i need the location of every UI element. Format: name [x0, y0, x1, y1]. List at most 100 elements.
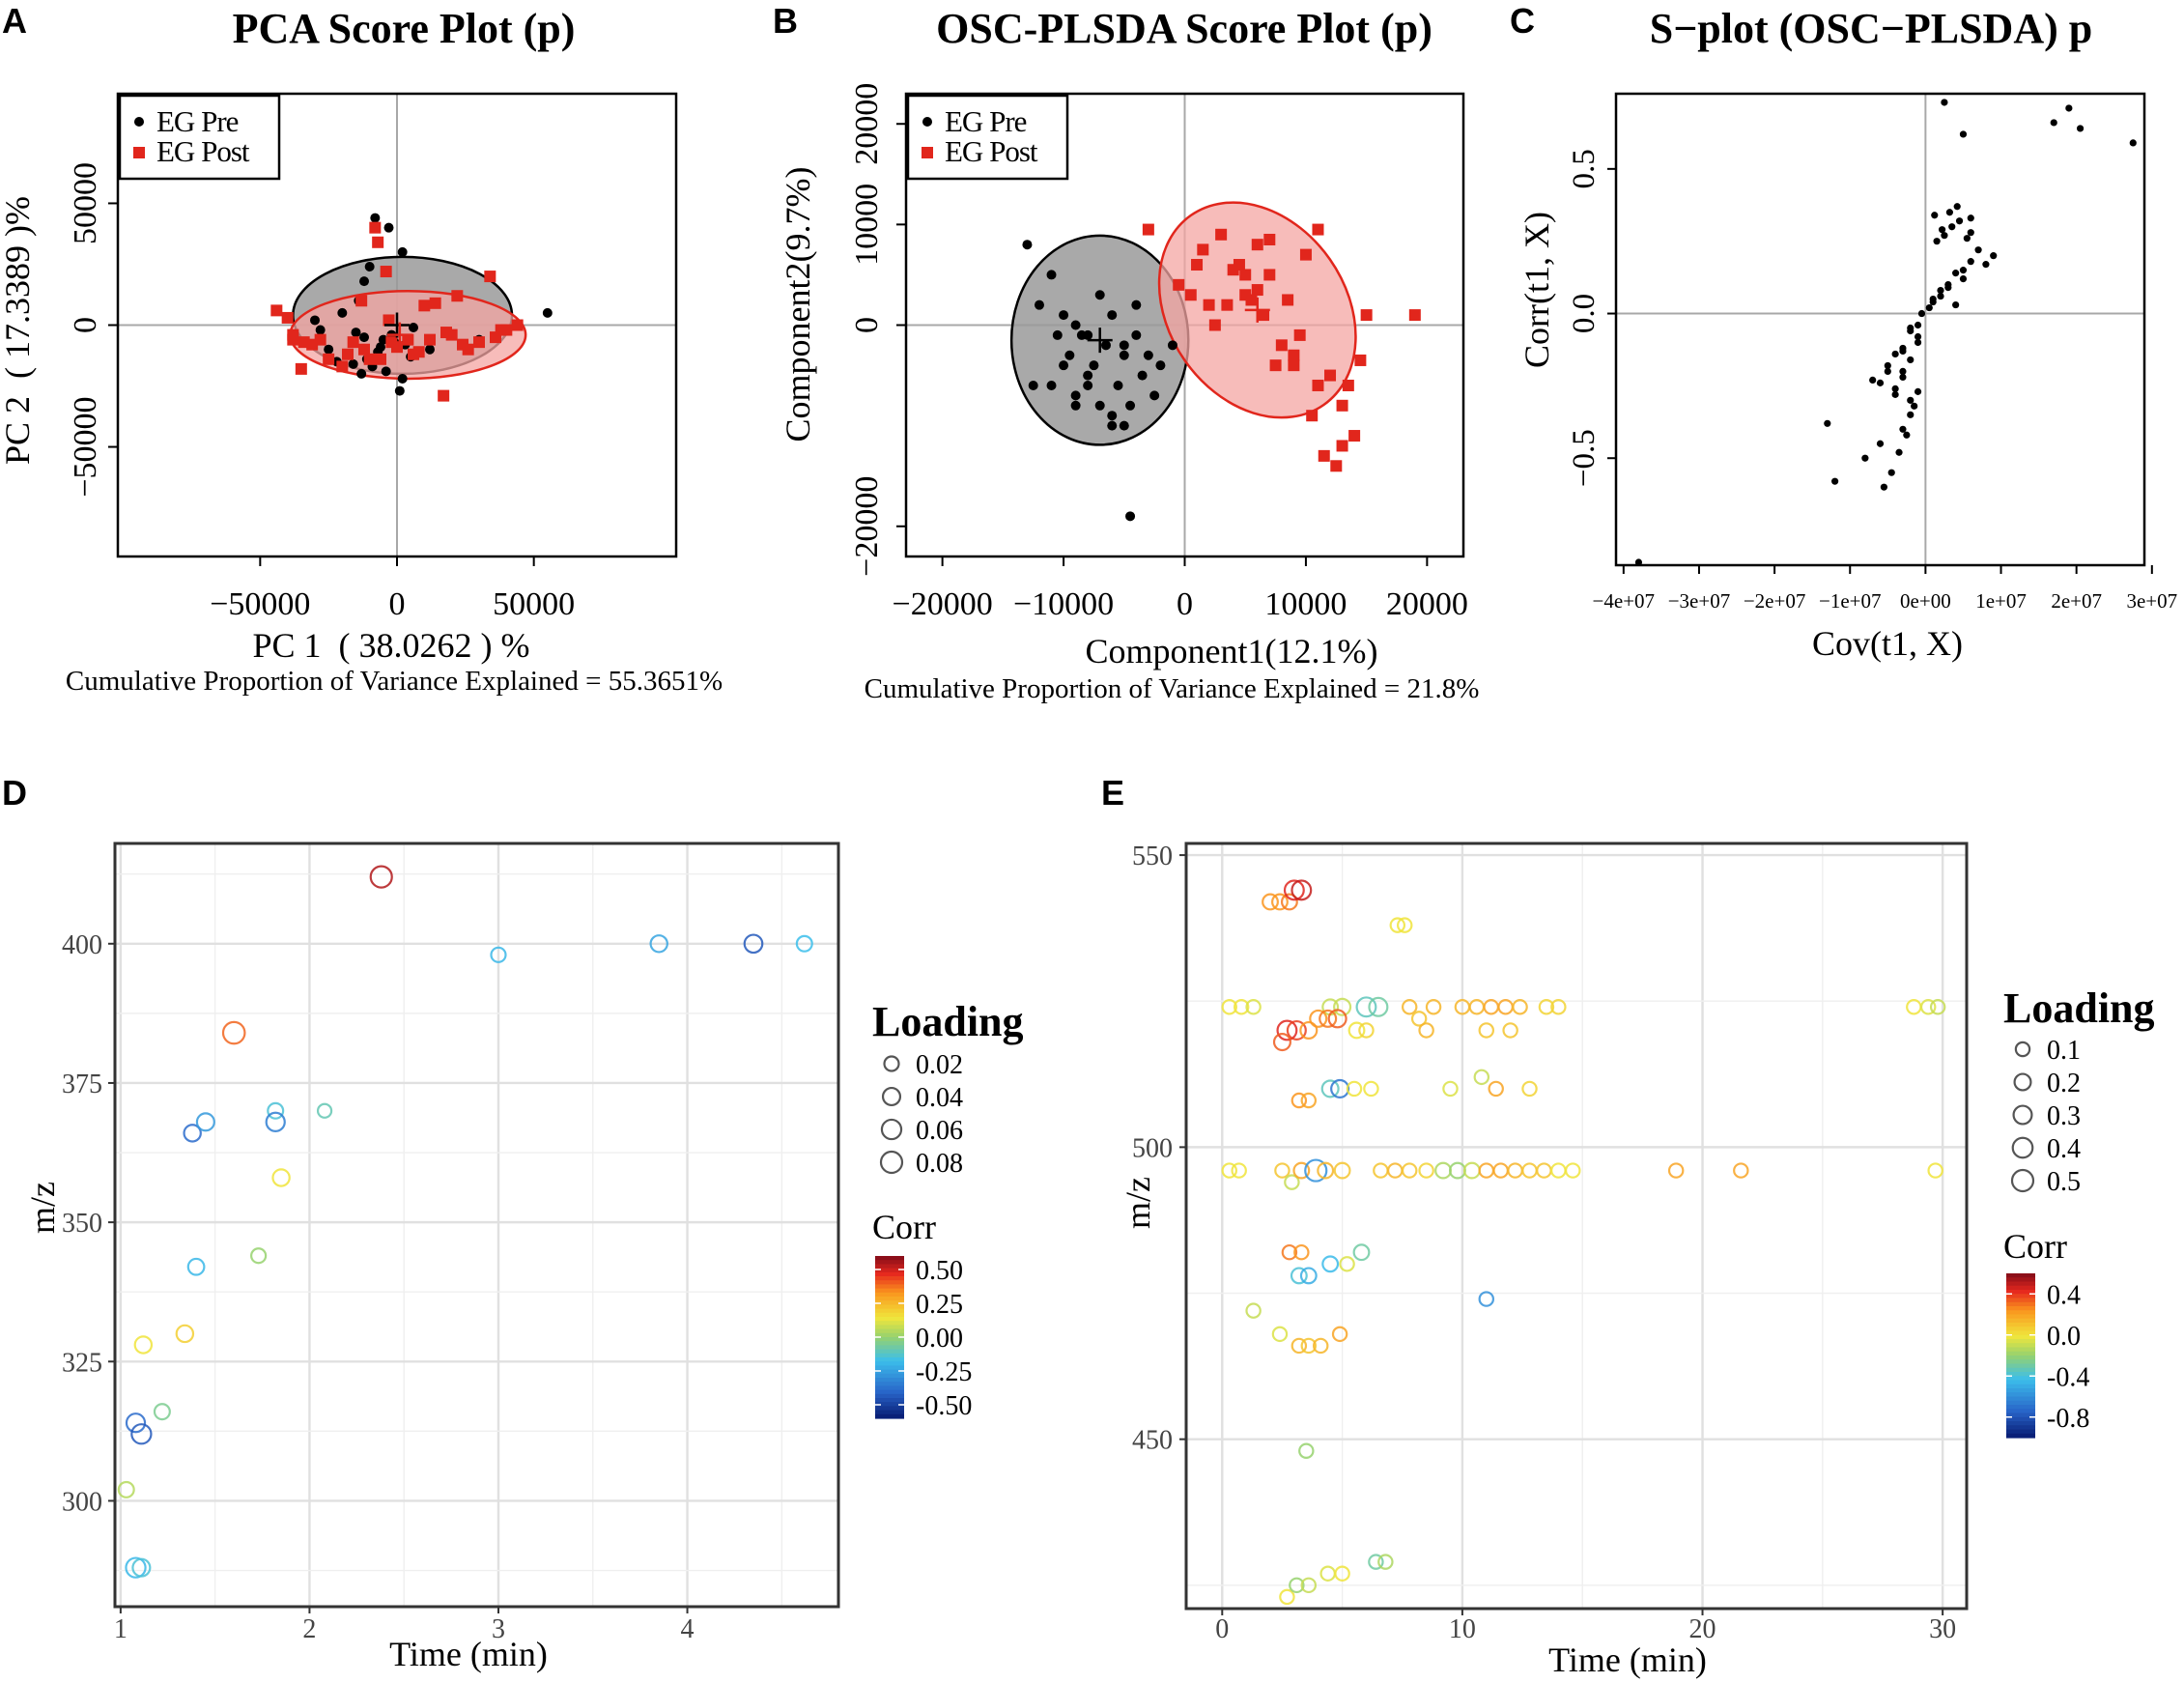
panel-a-point-post: [424, 333, 436, 346]
panel-b-point-pre: [1119, 420, 1129, 431]
panel-d-colorbar-segment: [875, 1276, 904, 1281]
panel-e-colorbar-segment: [2006, 1273, 2035, 1278]
panel-d-bubble: [795, 934, 813, 953]
panel-e-size-legend-label: 0.2: [2047, 1069, 2081, 1098]
panel-a-caption: Cumulative Proportion of Variance Explai…: [66, 666, 723, 697]
panel-e-colorbar-segment: [2006, 1306, 2035, 1311]
panel-c-point: [1899, 373, 1907, 381]
panel-a-point-post: [418, 300, 431, 312]
panel-d-color-legend-title: Corr: [872, 1208, 936, 1246]
panel-a-point-post: [380, 266, 392, 278]
panel-d-colorbar-label: 0.00: [916, 1324, 963, 1354]
panel-b-xtick-label: −10000: [1013, 586, 1114, 622]
panel-e-bubble: [1233, 999, 1250, 1015]
panel-b-point-post: [1245, 294, 1258, 306]
panel-d-colorbar-segment: [875, 1264, 904, 1269]
panel-a-legend-box: [118, 94, 281, 181]
panel-e-bubble: [1298, 1442, 1315, 1459]
panel-e-bubble: [1317, 1161, 1335, 1180]
panel-e-bubble: [1291, 1092, 1308, 1109]
panel-d-colorbar-segment: [875, 1406, 904, 1412]
panel-c-point: [1952, 300, 1960, 309]
panel-e-bubble: [1347, 1021, 1366, 1040]
panel-e-bubble: [1358, 1022, 1375, 1039]
panel-e-bubble: [1327, 1009, 1347, 1029]
panel-b-point-post: [1142, 223, 1154, 236]
panel-b-caption: Cumulative Proportion of Variance Explai…: [865, 673, 1480, 704]
panel-a-point-pre: [409, 323, 418, 333]
panel-b-point-post: [1197, 243, 1209, 256]
panel-b-point-post: [1251, 284, 1263, 297]
panel-a-point-pre: [324, 344, 334, 355]
panel-e-color-legend-title: Corr: [2003, 1227, 2067, 1266]
panel-a-point-post: [408, 348, 419, 360]
panel-d-colorbar-segment: [875, 1325, 904, 1330]
panel-a-point-post: [281, 311, 294, 324]
panel-b-point-pre: [1070, 400, 1081, 411]
panel-c-point: [1861, 454, 1869, 462]
panel-d-xtick-label: 2: [302, 1614, 316, 1644]
panel-d-colorbar-segment: [875, 1365, 904, 1371]
panel-d-bubble: [130, 1423, 153, 1445]
panel-e-bubble: [1497, 999, 1514, 1015]
panel-e-bubble: [1299, 1020, 1319, 1040]
panel-c-point: [1914, 332, 1922, 341]
panel-c-xtick-label: 2e+07: [2051, 589, 2102, 613]
panel-a-point-post: [383, 314, 395, 327]
panel-d-bubble: [153, 1403, 171, 1421]
panel-e-xtick-label: 30: [1929, 1614, 1956, 1644]
panel-e-bubble: [1667, 1162, 1685, 1179]
panel-e-bubble: [1468, 999, 1486, 1015]
panel-e-size-legend-key: [2012, 1104, 2033, 1126]
panel-a-point-post: [295, 362, 307, 375]
panel-d-ytick-label: 400: [62, 930, 102, 960]
panel-d-colorbar-segment: [875, 1361, 904, 1366]
panel-e-xtick-label: 20: [1689, 1614, 1716, 1644]
panel-e-colorbar-segment: [2006, 1433, 2035, 1439]
panel-b-point-pre: [1113, 380, 1123, 390]
panel-e-bubble: [1299, 1267, 1318, 1285]
panel-b-point-post: [1312, 379, 1324, 391]
panel-b-point-pre: [1125, 511, 1136, 522]
panel-c-point: [1917, 309, 1926, 318]
panel-c-point: [1907, 356, 1915, 364]
panel-b-point-post: [1258, 309, 1270, 322]
panel-e-colorbar-segment: [2006, 1363, 2035, 1369]
panel-e-bubble: [1304, 1158, 1328, 1183]
panel-d-colorbar-segment: [875, 1413, 904, 1419]
panel-a-legend-post-marker: [133, 147, 145, 158]
panel-e-size-legend-key: [2010, 1168, 2035, 1193]
panel-c-point: [1953, 203, 1961, 211]
panel-d-colorbar-segment: [875, 1373, 904, 1379]
panel-a-point-post: [298, 336, 310, 349]
panel-d-size-legend-key: [879, 1150, 904, 1175]
panel-e-colorbar-segment: [2006, 1277, 2035, 1283]
panel-e-colorbar-segment: [2006, 1400, 2035, 1406]
panel-a-point-post: [314, 333, 326, 346]
panel-c-xtick-label: −1e+07: [1819, 589, 1882, 613]
panel-b-point-post: [1282, 294, 1294, 306]
panel-e-bubble: [1906, 999, 1922, 1015]
panel-e-bubble: [1521, 1162, 1538, 1179]
panel-e-colorbar-segment: [2006, 1318, 2035, 1324]
panel-d-colorbar-segment: [875, 1300, 904, 1305]
panel-e-xlabel: Time (min): [1548, 1640, 1707, 1679]
panel-e-bubble: [1538, 999, 1555, 1015]
panel-b-point-post: [1203, 299, 1215, 311]
panel-b-point-post: [1348, 430, 1361, 442]
panel-c-point: [1880, 483, 1888, 491]
panel-b-point-post: [1354, 354, 1367, 366]
panel-e-colorbar-label: 0.0: [2047, 1322, 2081, 1352]
panel-e-bubble: [1927, 1162, 1943, 1179]
panel-a-point-post: [484, 271, 496, 283]
panel-d-colorbar-label: -0.25: [916, 1357, 972, 1387]
panel-b-point-pre: [1149, 390, 1160, 401]
panel-e-bubble: [1410, 1011, 1428, 1027]
panel-d-bubble: [743, 933, 764, 955]
panel-e-size-legend-key: [2014, 1041, 2031, 1058]
panel-d-bubble: [369, 865, 393, 889]
panel-b-point-pre: [1167, 340, 1177, 351]
panel-d-colorbar-segment: [875, 1349, 904, 1355]
panel-b-point-post: [1324, 369, 1337, 382]
panel-b-point-pre: [1028, 380, 1038, 390]
